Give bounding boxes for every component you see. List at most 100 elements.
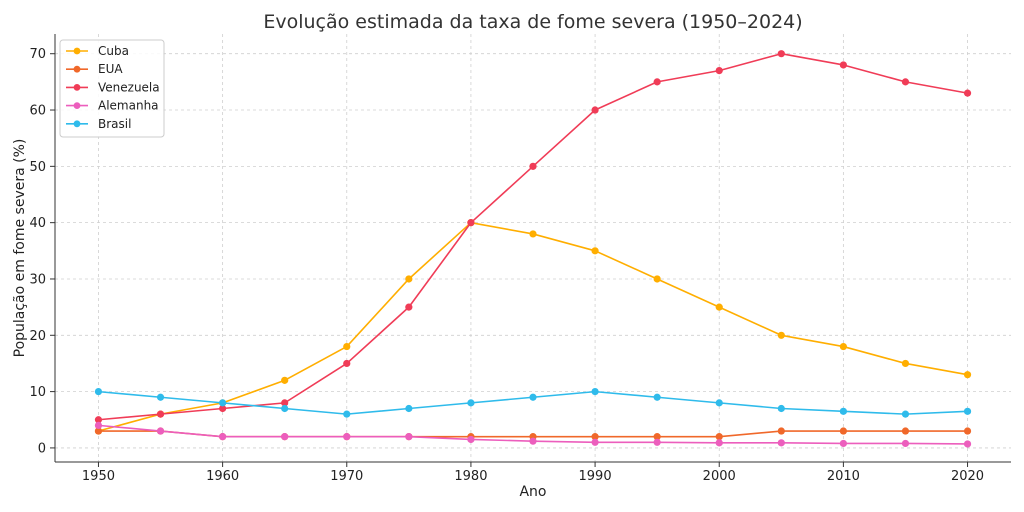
data-point-venezuela [963, 89, 972, 97]
data-point-venezuela [653, 78, 661, 86]
y-axis-label: População em fome severa (%) [12, 139, 28, 358]
data-point-eua [777, 427, 785, 435]
data-point-alemanha [467, 435, 475, 444]
data-point-brasil [963, 407, 972, 415]
x-tick-label: 2000 [703, 469, 736, 484]
data-point-brasil [529, 393, 537, 401]
data-point-alemanha [405, 433, 413, 441]
data-point-brasil [653, 393, 661, 401]
data-point-venezuela [529, 162, 537, 170]
data-point-brasil [591, 388, 599, 396]
data-point-alemanha [653, 438, 661, 446]
data-point-alemanha [94, 421, 103, 429]
x-tick-label: 1950 [82, 469, 115, 484]
legend-marker-eua [73, 65, 81, 73]
data-point-cuba [715, 303, 723, 311]
data-point-cuba [405, 275, 413, 283]
series-cuba [94, 219, 972, 435]
data-point-alemanha [839, 439, 847, 448]
data-point-cuba [343, 342, 351, 351]
data-point-alemanha [901, 439, 910, 448]
y-tick-label: 40 [29, 216, 46, 231]
legend-item-brasil: Brasil [66, 117, 131, 131]
series-brasil [94, 388, 972, 418]
data-point-alemanha [281, 433, 289, 441]
data-point-cuba [839, 342, 847, 351]
y-tick-label: 50 [29, 160, 46, 175]
series-group [94, 50, 972, 448]
legend-marker-venezuela [73, 84, 81, 91]
legend-label-cuba: Cuba [98, 44, 129, 58]
legend-marker-brasil [73, 120, 81, 128]
data-point-eua [94, 427, 103, 435]
data-point-brasil [467, 399, 475, 407]
data-point-venezuela [467, 219, 475, 227]
data-point-venezuela [839, 61, 847, 69]
data-point-alemanha [529, 437, 537, 445]
x-tick-label: 1990 [579, 469, 612, 484]
data-point-cuba [653, 275, 661, 283]
x-tick-label: 1970 [330, 469, 363, 484]
data-point-venezuela [715, 67, 723, 75]
series-venezuela [94, 50, 972, 424]
legend-item-alemanha: Alemanha [66, 99, 159, 113]
data-point-venezuela [777, 50, 785, 58]
data-point-eua [653, 433, 661, 441]
data-point-venezuela [901, 78, 910, 86]
y-tick-label: 0 [38, 441, 46, 456]
data-point-venezuela [405, 303, 413, 311]
data-point-brasil [777, 404, 785, 413]
data-point-eua [839, 427, 847, 435]
data-point-venezuela [156, 410, 165, 418]
data-point-brasil [839, 407, 847, 415]
legend-marker-alemanha [73, 102, 81, 109]
legend-label-alemanha: Alemanha [98, 99, 159, 113]
x-tick-label: 1980 [454, 469, 487, 484]
legend-item-venezuela: Venezuela [66, 80, 160, 94]
x-tick-label: 2020 [951, 469, 984, 484]
legend-box [59, 39, 165, 138]
legend: Cuba EUA Venezuela Alemanha Brasil [59, 39, 165, 138]
legend-label-venezuela: Venezuela [98, 80, 160, 94]
data-point-alemanha [591, 438, 599, 446]
x-axis-label: Ano [519, 484, 546, 500]
legend-label-eua: EUA [98, 62, 123, 76]
data-point-eua [963, 427, 972, 435]
data-point-eua [901, 427, 910, 435]
data-point-eua [591, 433, 599, 441]
data-point-brasil [715, 399, 723, 407]
data-point-alemanha [777, 439, 785, 447]
data-point-cuba [529, 230, 537, 238]
y-tick-label: 30 [29, 272, 46, 287]
y-tick-label: 60 [29, 104, 46, 119]
legend-item-eua: EUA [66, 62, 123, 76]
data-point-venezuela [219, 404, 227, 413]
legend-item-cuba: Cuba [66, 44, 129, 58]
data-point-alemanha [219, 433, 227, 441]
x-tick-label: 2010 [827, 469, 860, 484]
data-point-brasil [219, 399, 227, 407]
data-point-brasil [281, 404, 289, 413]
axes: 1950 1960 1970 1980 1990 2000 2010 2020 0 10 20 30 4… [29, 34, 1011, 484]
x-tick-label: 1960 [206, 469, 239, 484]
data-point-venezuela [343, 359, 351, 368]
data-point-venezuela [281, 399, 289, 407]
data-point-cuba [591, 247, 599, 255]
y-tick-label: 20 [29, 329, 46, 344]
data-point-brasil [156, 393, 165, 401]
y-tick-label: 70 [29, 47, 46, 62]
data-point-venezuela [591, 106, 599, 114]
data-point-brasil [343, 410, 351, 418]
series-alemanha [94, 421, 972, 448]
data-point-alemanha [156, 427, 165, 435]
data-point-eua [715, 433, 723, 441]
data-point-brasil [901, 410, 910, 418]
data-point-cuba [901, 359, 910, 368]
chart-title: Evolução estimada da taxa de fome severa… [263, 11, 802, 33]
data-point-venezuela [94, 416, 103, 424]
data-point-brasil [405, 404, 413, 413]
data-point-alemanha [343, 433, 351, 441]
legend-marker-cuba [73, 47, 81, 55]
data-point-brasil [94, 388, 103, 396]
